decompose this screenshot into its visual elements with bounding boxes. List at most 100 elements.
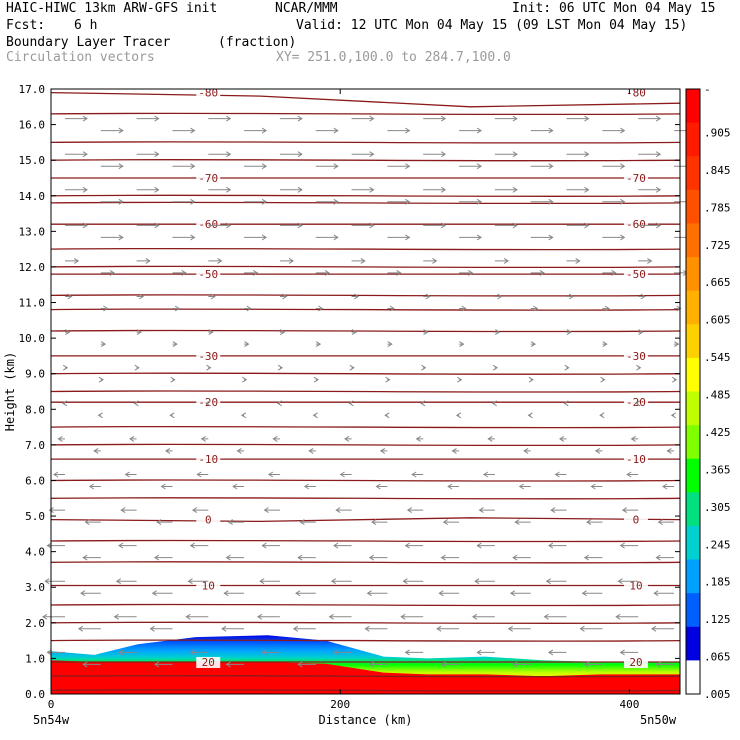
vector-arrow <box>80 590 101 597</box>
tracer-core <box>51 660 680 694</box>
vector-arrow <box>387 305 395 312</box>
vector-arrow <box>617 578 639 585</box>
contour-label: -10 <box>626 453 646 466</box>
vector-arrow <box>333 649 352 656</box>
vector-arrow <box>244 269 259 276</box>
contour-label-bg <box>196 219 221 231</box>
vector-arrow <box>272 435 280 442</box>
x-tick-label: 0 <box>48 698 55 711</box>
vector-arrow <box>566 186 590 193</box>
vector-arrow <box>491 400 497 407</box>
colorbar-swatch <box>686 626 700 661</box>
vector-arrow <box>240 412 247 419</box>
vector-arrow <box>492 364 499 371</box>
vector-arrow <box>82 661 101 668</box>
vector-arrow <box>636 364 642 371</box>
vector-arrow <box>259 578 280 585</box>
vector-arrow <box>172 269 187 276</box>
vector-arrow <box>662 483 674 490</box>
vector-arrow <box>478 507 495 514</box>
vector-arrow <box>455 412 462 419</box>
vector-arrow <box>476 649 495 656</box>
contour-label-bg <box>623 269 648 281</box>
colorbar-label: .245 <box>704 538 731 551</box>
vector-arrow <box>550 507 567 514</box>
vector-arrow <box>208 222 232 229</box>
contour-label-bg <box>196 454 221 466</box>
vector-arrow <box>657 519 674 526</box>
vector-arrow <box>172 305 181 312</box>
vector-arrow <box>379 447 388 454</box>
vector-arrow <box>149 625 173 632</box>
vector-arrow <box>602 305 610 312</box>
vector-arrow <box>279 329 286 336</box>
vector-arrow <box>423 222 447 229</box>
vector-arrow <box>547 649 567 656</box>
vector-arrow <box>65 257 80 264</box>
vector-arrow <box>312 412 318 419</box>
vector-arrow <box>438 590 460 597</box>
vector-arrow <box>315 198 339 205</box>
vector-arrow <box>65 293 73 300</box>
vector-arrow <box>368 661 388 668</box>
contour-label-bg <box>196 656 221 668</box>
vector-arrow <box>244 305 252 312</box>
contour-label-bg <box>196 514 221 526</box>
temperature-contours: -80 -80 -70 -70 -60 -60 -50 -50 -30 -30 -20 -20 -10 -… <box>50 87 681 692</box>
vector-arrow <box>411 471 424 478</box>
colorbar-label: .845 <box>704 164 731 177</box>
vector-arrow <box>279 151 303 158</box>
contour-label: -30 <box>198 350 218 363</box>
vector-arrow <box>208 186 232 193</box>
vector-arrow <box>387 198 411 205</box>
y-tick-label: 4.0 <box>25 546 45 559</box>
x-tick-label: 400 <box>619 698 639 711</box>
vector-arrow <box>169 412 175 419</box>
contour-label: 20 <box>629 656 642 669</box>
vector-arrow <box>670 412 677 419</box>
vector-arrow <box>100 198 124 205</box>
contour-label: -50 <box>198 268 218 281</box>
colorbar-swatch <box>686 425 700 460</box>
vector-arrow <box>600 376 606 383</box>
vector-arrow <box>153 661 173 668</box>
vector-arrow <box>170 376 176 383</box>
vector-arrow <box>65 222 88 229</box>
vector-arrow <box>236 447 245 454</box>
vector-arrow <box>494 115 518 122</box>
colorbar-label: .125 <box>704 613 731 626</box>
colorbar-swatch <box>686 324 700 359</box>
contour-line <box>50 674 681 678</box>
vector-arrow <box>566 151 590 158</box>
colorbar-swatch <box>686 559 700 594</box>
vector-arrow <box>136 293 145 300</box>
vector-arrow <box>100 163 124 170</box>
vector-arrow <box>655 661 674 668</box>
vector-arrow <box>494 329 501 336</box>
vectors-label: Circulation vectors <box>6 50 155 65</box>
vector-arrow <box>459 163 483 170</box>
vector-arrow <box>349 364 355 371</box>
contour-line <box>50 201 681 205</box>
vector-arrow <box>120 507 137 514</box>
contour-label: -20 <box>626 396 646 409</box>
vector-arrow <box>315 127 339 134</box>
contour-label: -80 <box>626 87 646 100</box>
vector-arrow <box>459 269 474 276</box>
vector-arrow <box>208 293 216 300</box>
vector-arrow <box>227 519 245 526</box>
vector-arrow <box>566 115 590 122</box>
contour-line <box>50 517 681 523</box>
vector-arrow <box>459 341 465 348</box>
y-tick-label: 11.0 <box>19 297 46 310</box>
contour-label: 0 <box>205 514 212 527</box>
vector-arrow <box>200 435 209 442</box>
colorbar-swatch <box>686 223 700 258</box>
vector-arrow <box>653 590 674 597</box>
vector-arrow <box>292 625 316 632</box>
contour-label-bg <box>623 172 648 184</box>
vector-arrow <box>666 447 674 454</box>
vector-arrow <box>351 151 375 158</box>
vector-arrow <box>530 198 554 205</box>
